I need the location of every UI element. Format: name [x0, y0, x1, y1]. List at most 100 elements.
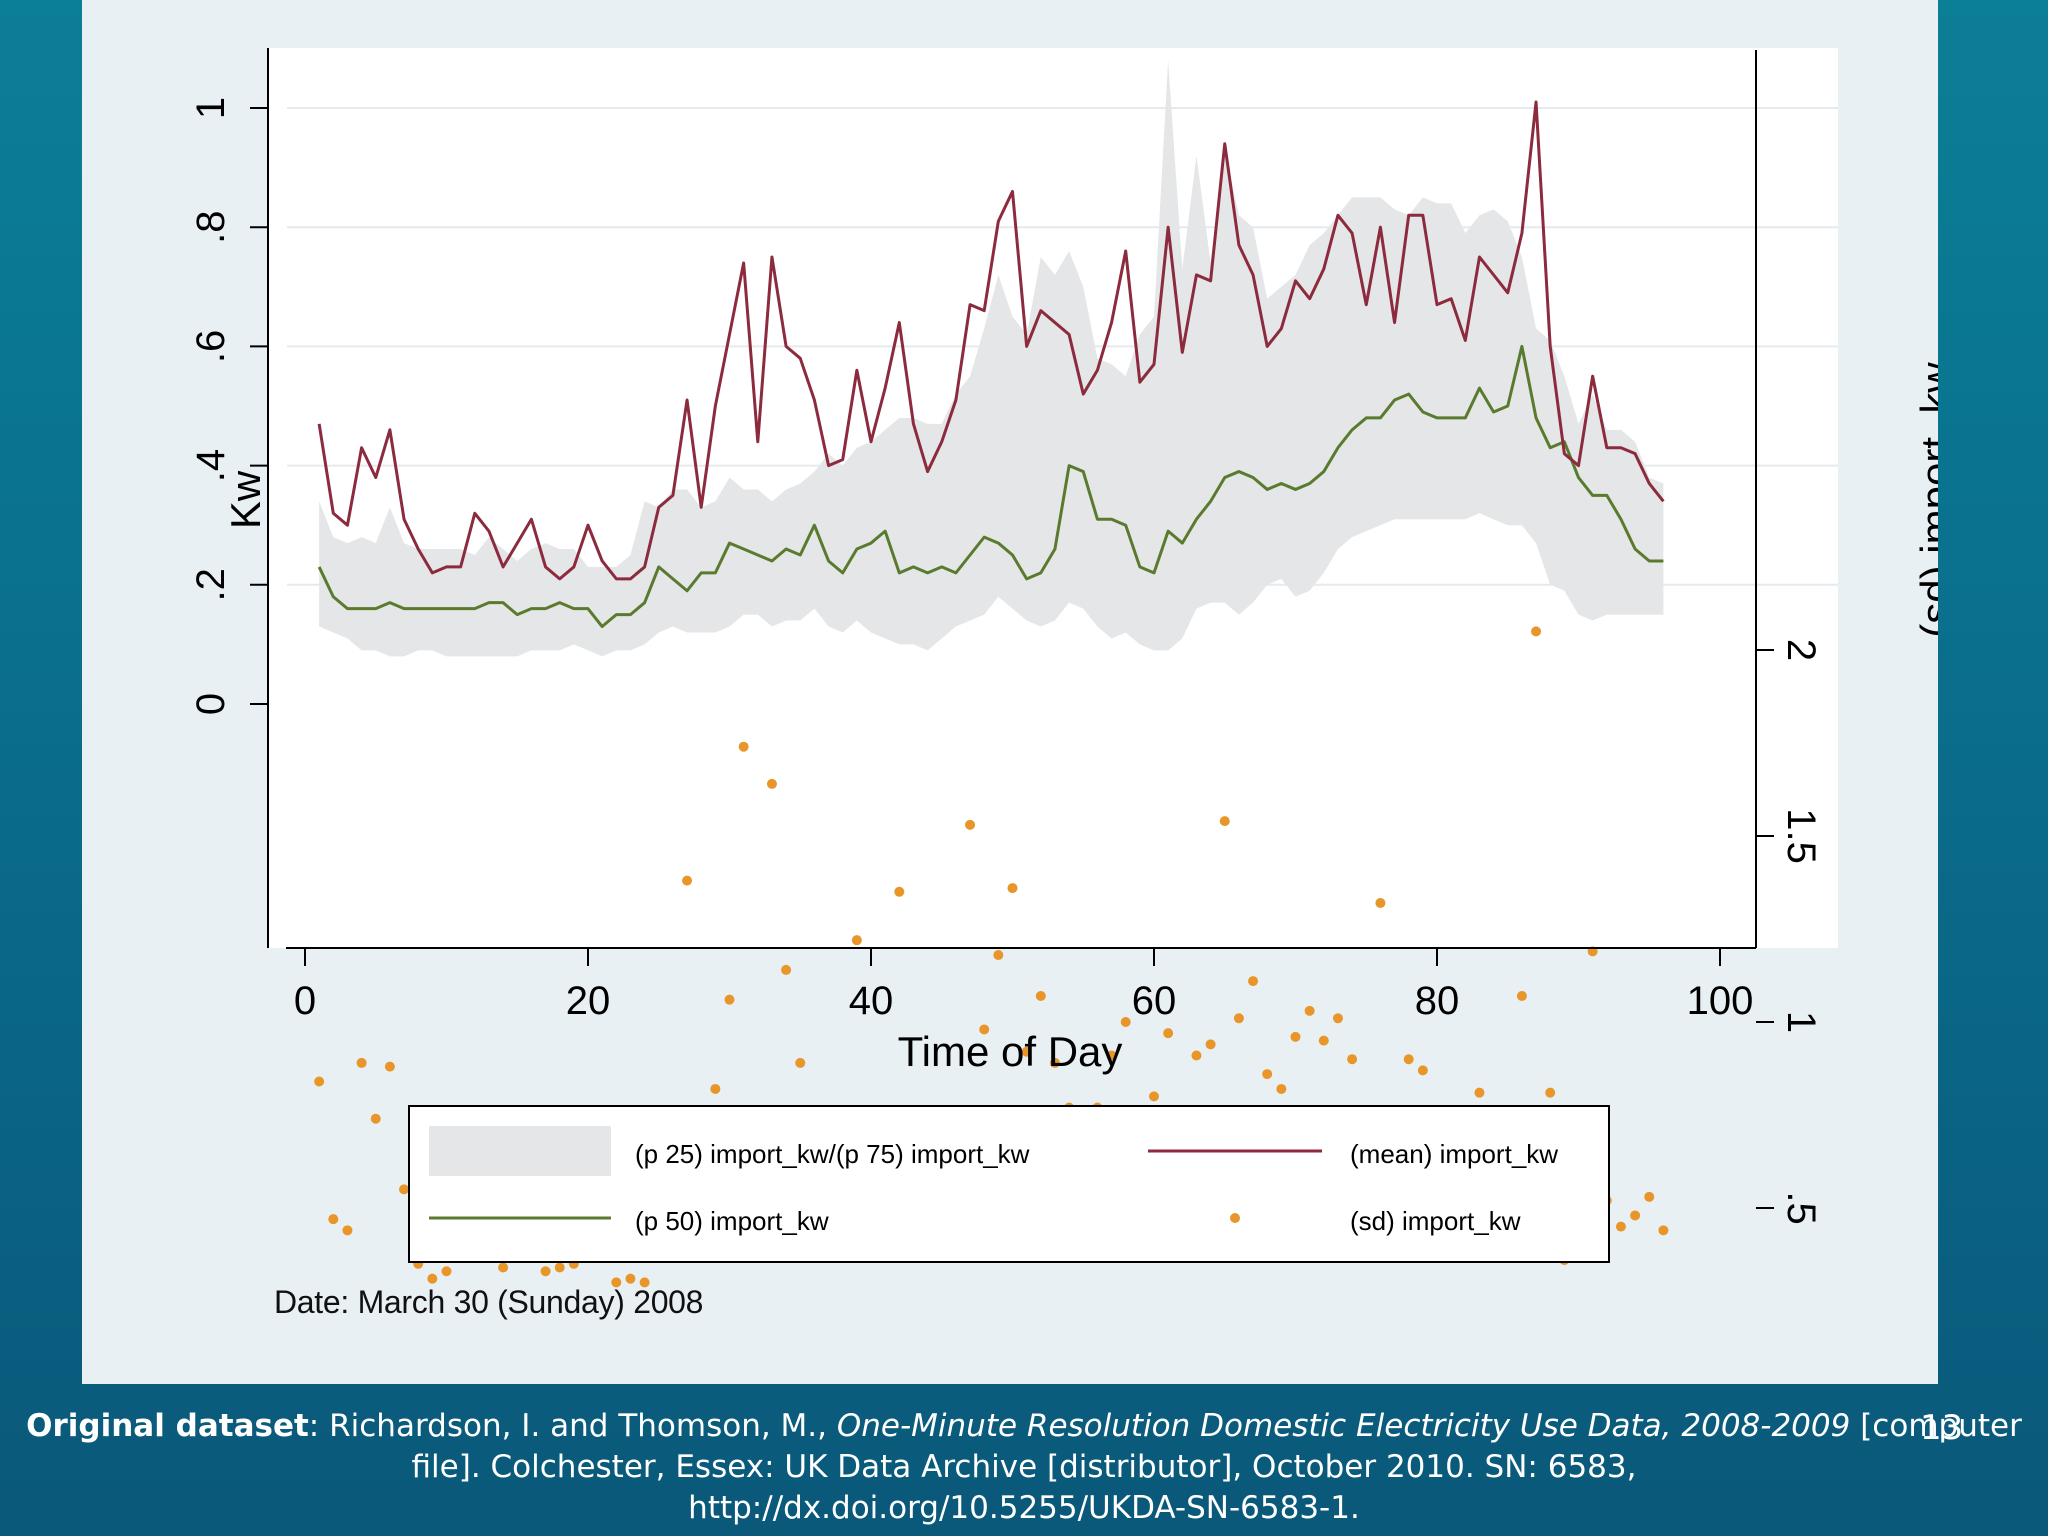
mean-series-layer — [317, 100, 1665, 581]
y-tick-label-4: .8 — [189, 211, 233, 244]
legend-label-sd: (sd) import_kw — [1350, 1206, 1521, 1236]
sd-point-38 — [851, 935, 862, 946]
y-tick-label-1: .2 — [189, 568, 233, 601]
x-tick-label-4: 80 — [1415, 979, 1460, 1023]
sd-point-69 — [1290, 1031, 1301, 1042]
x-tick-label-2: 40 — [849, 979, 894, 1023]
sd-point-50 — [1021, 1046, 1032, 1057]
sd-point-52 — [1049, 1057, 1060, 1068]
sd-point-28 — [710, 1083, 721, 1094]
sd-point-9 — [441, 1266, 452, 1277]
legend: (p 25) import_kw/(p 75) import_kw (mean)… — [408, 1105, 1610, 1263]
sd-point-46 — [965, 819, 976, 830]
sd-point-70 — [1304, 1005, 1315, 1016]
sd-point-93 — [1630, 1210, 1641, 1221]
sd-point-48 — [993, 950, 1004, 961]
sd-point-8 — [427, 1273, 438, 1284]
sd-point-26 — [682, 875, 693, 886]
sd-point-6 — [399, 1184, 410, 1195]
sd-point-78 — [1417, 1065, 1428, 1076]
sd-point-57 — [1120, 1017, 1131, 1027]
sd-point-17 — [554, 1262, 565, 1273]
y2-axis-label: (sd) import_kw — [1912, 362, 1938, 638]
sd-point-47 — [979, 1024, 990, 1035]
y2-tick-label-0: .5 — [1779, 1191, 1823, 1224]
sd-point-49 — [1007, 883, 1018, 894]
sd-point-1 — [328, 1214, 339, 1225]
sd-point-77 — [1403, 1054, 1414, 1065]
sd-point-68 — [1276, 1083, 1287, 1094]
x-tick-label-0: 0 — [294, 979, 316, 1023]
y-tick-label-3: .6 — [189, 330, 233, 363]
sd-point-72 — [1332, 1013, 1343, 1024]
sd-point-82 — [1474, 1087, 1485, 1098]
sd-point-60 — [1163, 1028, 1174, 1039]
sd-point-32 — [766, 778, 777, 789]
iqr-band-layer — [319, 60, 1664, 657]
y2-tick-label-3: 2 — [1779, 639, 1823, 661]
legend-swatch-band — [429, 1126, 611, 1176]
sd-point-75 — [1375, 897, 1386, 908]
median-line — [317, 344, 1664, 629]
sd-point-87 — [1545, 1087, 1556, 1098]
x-tick-label-3: 60 — [1132, 979, 1177, 1023]
y-axis-label: Kw — [222, 470, 269, 529]
median-series-layer — [317, 344, 1664, 629]
citation-line-1: Original dataset: Richardson, I. and Tho… — [0, 1406, 2048, 1488]
legend-label-band: (p 25) import_kw/(p 75) import_kw — [635, 1139, 1030, 1169]
sd-point-67 — [1262, 1069, 1273, 1080]
x-axis-label: Time of Day — [898, 1028, 1123, 1075]
sd-point-66 — [1248, 976, 1259, 987]
sd-point-95 — [1658, 1225, 1669, 1236]
y-tick-label-2: .4 — [189, 449, 233, 482]
sd-point-56 — [1106, 1050, 1117, 1061]
y2-tick-label-1: 1 — [1779, 1011, 1823, 1033]
sd-point-51 — [1035, 990, 1046, 1001]
sd-point-22 — [625, 1273, 636, 1284]
x-tick-label-5: 100 — [1687, 979, 1754, 1023]
sd-point-63 — [1205, 1039, 1216, 1050]
y-tick-label-0: 0 — [189, 693, 233, 715]
sd-point-3 — [356, 1057, 367, 1068]
sd-point-34 — [795, 1057, 806, 1068]
sd-point-4 — [370, 1113, 381, 1124]
legend-swatch-sd — [1230, 1213, 1240, 1223]
sd-point-71 — [1318, 1035, 1329, 1046]
sd-point-73 — [1347, 1054, 1358, 1065]
citation-url[interactable]: http://dx.doi.org/10.5255/UKDA-SN-6583-1… — [688, 1490, 1360, 1526]
sd-point-86 — [1531, 626, 1542, 637]
citation-title: One-Minute Resolution Domestic Electrici… — [836, 1408, 1851, 1444]
citation-label: Original dataset — [26, 1408, 309, 1444]
iqr-band — [319, 60, 1664, 657]
sd-point-65 — [1233, 1013, 1244, 1024]
citation-details: [computer file]. Colchester, Essex: UK D… — [411, 1408, 2022, 1485]
sd-point-62 — [1191, 1050, 1202, 1061]
sd-point-85 — [1516, 990, 1527, 1001]
sd-point-23 — [639, 1277, 650, 1288]
sd-point-0 — [314, 1076, 325, 1087]
citation-footer: Original dataset: Richardson, I. and Tho… — [0, 1406, 2048, 1529]
sd-point-16 — [540, 1266, 551, 1277]
sd-point-64 — [1219, 816, 1230, 827]
sd-point-5 — [384, 1061, 395, 1072]
slide-panel: 0 20 40 60 80 100 0.2.4.6.8 1.5 1 1.5 2 Time of Da… — [82, 0, 1938, 1384]
mean-line — [317, 100, 1665, 581]
sd-point-2 — [342, 1225, 353, 1236]
sd-point-30 — [738, 741, 749, 752]
sd-point-41 — [894, 886, 905, 897]
chart-caption: Date: March 30 (Sunday) 2008 — [274, 1284, 704, 1320]
legend-label-median: (p 50) import_kw — [635, 1206, 829, 1236]
y-tick-label-5: 1 — [189, 97, 233, 119]
y2-tick-label-2: 1.5 — [1779, 808, 1823, 864]
sd-point-92 — [1615, 1221, 1626, 1232]
legend-label-mean: (mean) import_kw — [1350, 1139, 1558, 1169]
sd-point-13 — [498, 1262, 509, 1273]
sd-point-21 — [611, 1277, 622, 1288]
sd-point-94 — [1644, 1191, 1655, 1202]
sd-point-59 — [1149, 1091, 1159, 1102]
sd-point-33 — [781, 964, 792, 975]
citation-authors: Richardson, I. and Thomson, M., — [329, 1408, 837, 1444]
sd-point-29 — [724, 994, 735, 1005]
